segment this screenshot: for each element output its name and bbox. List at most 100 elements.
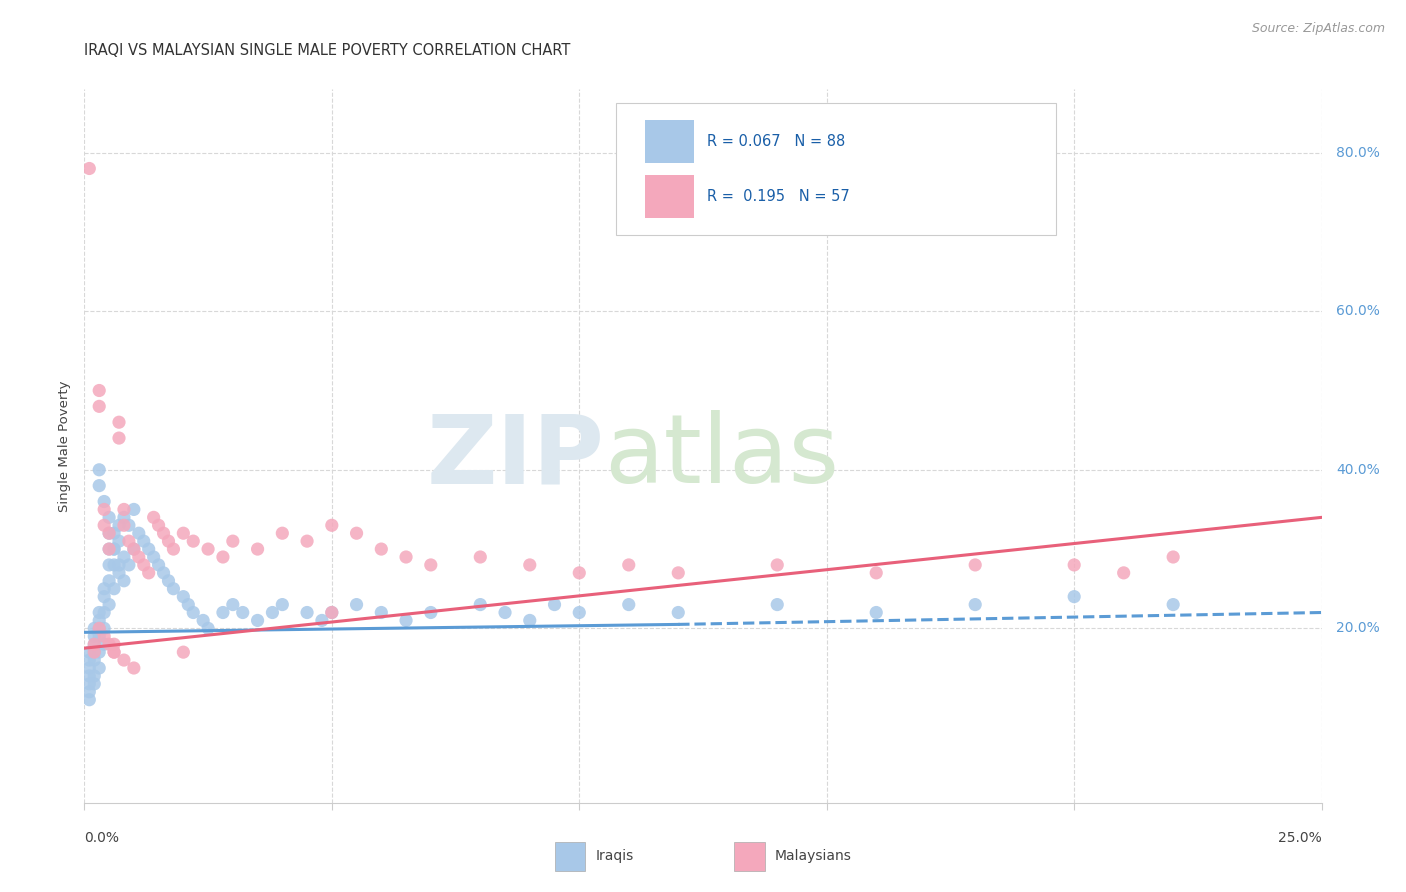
Text: R = 0.067   N = 88: R = 0.067 N = 88	[707, 134, 845, 149]
Point	[148, 518, 170, 533]
Point	[181, 606, 204, 620]
Point	[766, 558, 789, 572]
Point	[83, 653, 105, 667]
Point	[132, 534, 155, 549]
Text: IRAQI VS MALAYSIAN SINGLE MALE POVERTY CORRELATION CHART: IRAQI VS MALAYSIAN SINGLE MALE POVERTY C…	[84, 43, 571, 58]
Point	[89, 629, 111, 643]
Point	[172, 590, 194, 604]
Point	[112, 510, 135, 524]
Point	[370, 606, 392, 620]
Point	[93, 582, 115, 596]
Point	[103, 637, 125, 651]
Point	[83, 629, 105, 643]
Point	[89, 384, 111, 398]
Point	[568, 606, 591, 620]
Point	[346, 526, 368, 541]
Point	[138, 542, 160, 557]
Y-axis label: Single Male Poverty: Single Male Poverty	[58, 380, 72, 512]
Point	[519, 558, 541, 572]
Point	[98, 637, 121, 651]
Point	[965, 558, 987, 572]
Point	[103, 558, 125, 572]
Point	[93, 502, 115, 516]
Point	[246, 614, 269, 628]
Point	[103, 645, 125, 659]
Point	[766, 598, 789, 612]
Point	[148, 558, 170, 572]
Point	[98, 558, 121, 572]
Point	[395, 549, 418, 564]
Point	[89, 661, 111, 675]
Point	[197, 542, 219, 557]
Bar	[734, 842, 765, 871]
Point	[470, 549, 492, 564]
Point	[138, 566, 160, 580]
Point	[172, 526, 194, 541]
Point	[212, 549, 235, 564]
Point	[172, 645, 194, 659]
Point	[98, 526, 121, 541]
Point	[162, 582, 184, 596]
Point	[83, 645, 105, 659]
Text: Source: ZipAtlas.com: Source: ZipAtlas.com	[1251, 22, 1385, 36]
Point	[103, 542, 125, 557]
Point	[98, 542, 121, 557]
Point	[262, 606, 284, 620]
Point	[98, 598, 121, 612]
Point	[83, 637, 105, 651]
Text: Iraqis: Iraqis	[595, 849, 634, 863]
Text: ZIP: ZIP	[426, 410, 605, 503]
Point	[93, 621, 115, 635]
Point	[295, 534, 318, 549]
Point	[118, 558, 141, 572]
Point	[395, 614, 418, 628]
Point	[321, 606, 343, 620]
Point	[93, 606, 115, 620]
Point	[128, 549, 150, 564]
Text: atlas: atlas	[605, 410, 839, 503]
Point	[89, 645, 111, 659]
Point	[89, 478, 111, 492]
Point	[79, 692, 101, 706]
Point	[1063, 558, 1085, 572]
Point	[118, 518, 141, 533]
Point	[93, 637, 115, 651]
Bar	[554, 842, 585, 871]
Point	[122, 542, 145, 557]
Point	[79, 653, 101, 667]
Point	[108, 534, 131, 549]
Point	[108, 415, 131, 429]
Point	[108, 431, 131, 445]
Point	[419, 558, 441, 572]
Point	[197, 621, 219, 635]
Bar	[645, 175, 695, 218]
Point	[83, 637, 105, 651]
Point	[222, 534, 245, 549]
Point	[346, 598, 368, 612]
Point	[370, 542, 392, 557]
Point	[128, 526, 150, 541]
Point	[83, 669, 105, 683]
Point	[112, 549, 135, 564]
Point	[89, 614, 111, 628]
Point	[118, 534, 141, 549]
Point	[152, 526, 174, 541]
Bar	[645, 120, 695, 162]
Text: 60.0%: 60.0%	[1337, 304, 1381, 318]
Point	[246, 542, 269, 557]
Text: 40.0%: 40.0%	[1337, 463, 1381, 477]
Point	[142, 549, 165, 564]
Point	[617, 558, 640, 572]
Point	[1112, 566, 1135, 580]
Point	[103, 645, 125, 659]
Point	[89, 621, 111, 635]
Point	[470, 598, 492, 612]
Point	[112, 574, 135, 588]
Point	[321, 518, 343, 533]
Point	[79, 677, 101, 691]
FancyBboxPatch shape	[616, 103, 1056, 235]
Point	[98, 526, 121, 541]
Point	[89, 463, 111, 477]
Point	[98, 542, 121, 557]
Point	[191, 614, 214, 628]
